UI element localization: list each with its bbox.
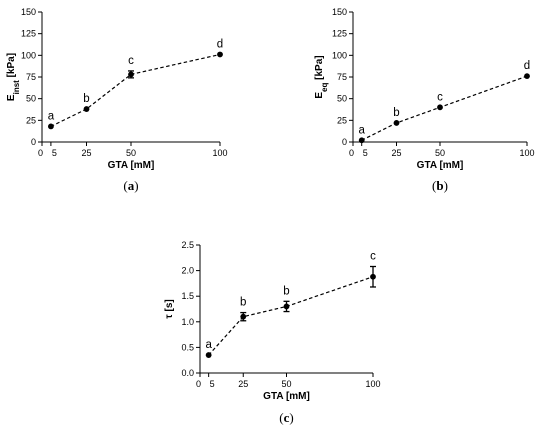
significance-letter: c: [128, 55, 134, 67]
x-axis-title: GTA [mM]: [417, 160, 464, 171]
x-tick-label: 5: [52, 148, 57, 158]
significance-letter: c: [370, 251, 376, 263]
x-axis-title: GTA [mM]: [263, 391, 310, 402]
significance-letter: b: [283, 285, 289, 297]
data-point: [128, 71, 134, 78]
data-point: [48, 123, 54, 130]
y-tick-label: 0: [31, 137, 36, 147]
y-tick-label: 100: [21, 50, 36, 60]
y-tick-label: 0.0: [181, 368, 194, 378]
y-tick-label: 150: [332, 7, 347, 17]
data-point: [524, 73, 530, 80]
y-tick-label: 2.5: [181, 240, 194, 250]
x-tick-label: 50: [126, 148, 136, 158]
y-tick-label: 1.0: [181, 317, 194, 327]
series-line: [361, 75, 528, 141]
x-tick-label: 25: [238, 379, 248, 389]
panel-label: (c): [279, 410, 293, 425]
x-tick-label: 0: [38, 148, 43, 158]
y-tick-label: 75: [337, 72, 347, 82]
x-axis-title: GTA [mM]: [108, 160, 155, 171]
y-tick-label: 125: [332, 29, 347, 39]
data-point: [217, 51, 223, 58]
data-point: [83, 106, 90, 112]
significance-letter: b: [83, 93, 89, 105]
x-tick-label: 0: [349, 148, 354, 158]
series-line: [50, 53, 221, 127]
x-tick-label: 25: [81, 148, 91, 158]
x-tick-label: 100: [365, 379, 380, 389]
x-tick-label: 5: [363, 148, 368, 158]
significance-letter: d: [217, 38, 223, 50]
y-tick-label: 1.5: [181, 291, 194, 301]
panel-label: (b): [432, 178, 448, 193]
y-tick-label: 125: [21, 29, 36, 39]
data-point: [283, 303, 290, 310]
y-axis-title: Einst [kPa]: [6, 53, 21, 101]
panel-label: (a): [123, 178, 138, 193]
data-point: [358, 137, 365, 144]
y-tick-label: 25: [337, 115, 347, 125]
significance-letter: d: [524, 60, 530, 72]
y-tick-label: 0.5: [181, 342, 194, 352]
data-point: [205, 352, 212, 358]
x-tick-label: 5: [210, 379, 215, 389]
y-tick-label: 0: [342, 137, 347, 147]
y-tick-label: 50: [337, 94, 347, 104]
y-tick-label: 100: [332, 50, 347, 60]
y-tick-label: 2.0: [181, 266, 194, 276]
significance-letter: b: [240, 297, 246, 309]
significance-letter: b: [393, 107, 399, 119]
x-tick-label: 100: [212, 148, 227, 158]
series-line: [208, 276, 374, 356]
y-tick-label: 50: [26, 94, 36, 104]
x-tick-label: 50: [435, 148, 445, 158]
data-point: [240, 313, 247, 320]
x-tick-label: 0: [196, 379, 201, 389]
y-axis-title: τ [s]: [164, 299, 175, 318]
significance-letter: a: [48, 110, 55, 122]
y-tick-label: 75: [26, 72, 36, 82]
chart-panel-c: 0.0 0.5 1.0 1.5 2.0 2.5 0 5 25 50 100 GTA [mM] τ [s]…: [164, 240, 381, 425]
significance-letter: a: [205, 339, 212, 351]
data-point: [393, 120, 400, 126]
data-point: [370, 273, 376, 280]
x-tick-label: 100: [519, 148, 534, 158]
x-tick-label: 25: [391, 148, 401, 158]
x-tick-label: 50: [281, 379, 291, 389]
y-axis-title: Eeq [kPa]: [314, 55, 329, 98]
significance-letter: a: [358, 124, 365, 136]
data-point: [437, 104, 443, 111]
y-tick-label: 25: [26, 115, 36, 125]
significance-letter: c: [437, 91, 443, 103]
y-tick-label: 150: [21, 7, 36, 17]
